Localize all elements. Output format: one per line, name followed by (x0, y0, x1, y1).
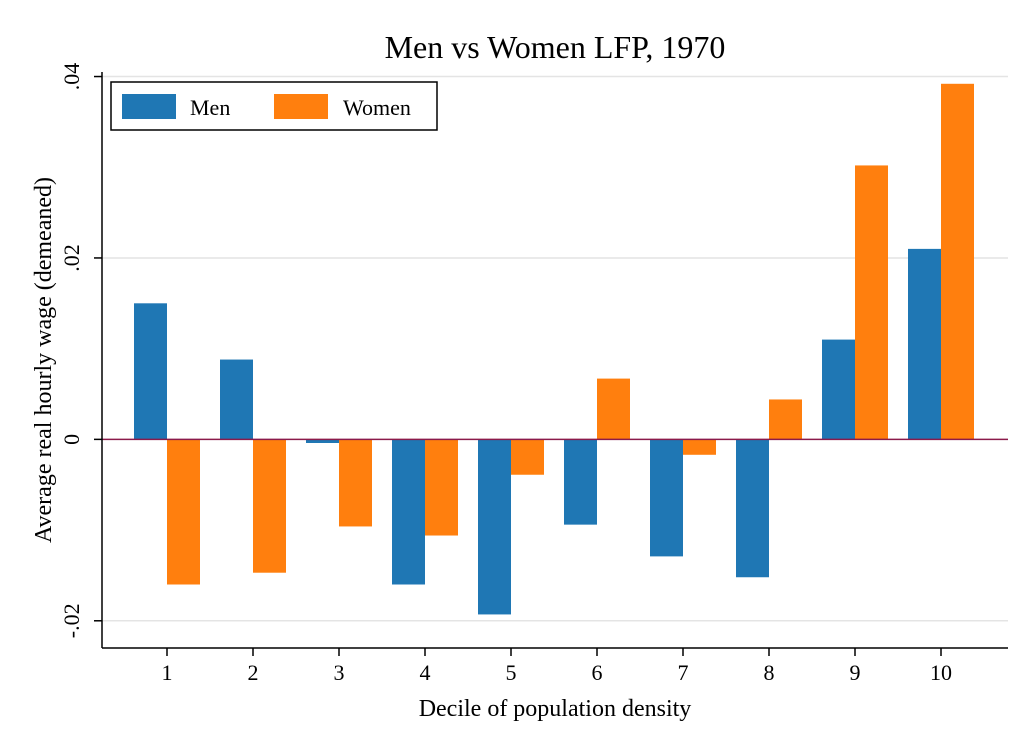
bar-men-7 (650, 439, 683, 557)
x-tick-label: 10 (930, 660, 952, 685)
bar-women-10 (941, 83, 974, 440)
legend-swatch-men (122, 94, 176, 119)
bar-men-4 (392, 439, 425, 585)
bar-men-2 (220, 359, 253, 440)
x-tick-label: 7 (678, 660, 689, 685)
bar-men-9 (822, 339, 855, 440)
x-tick-label: 2 (248, 660, 259, 685)
x-tick-label: 4 (420, 660, 431, 685)
bar-men-10 (908, 248, 941, 440)
x-tick-label: 5 (506, 660, 517, 685)
bar-men-1 (134, 303, 167, 440)
x-tick-label: 1 (162, 660, 173, 685)
bar-men-6 (564, 439, 597, 525)
bar-women-9 (855, 165, 888, 440)
x-tick-label: 6 (592, 660, 603, 685)
bar-women-4 (425, 439, 458, 536)
legend-swatch-women (274, 94, 328, 119)
x-tick-label: 9 (850, 660, 861, 685)
bar-women-6 (597, 378, 630, 440)
legend-label-men: Men (190, 95, 230, 120)
y-tick-label: .02 (59, 244, 84, 272)
bar-women-1 (167, 439, 200, 585)
bar-women-2 (253, 439, 286, 573)
bar-men-5 (478, 439, 511, 615)
x-tick-label: 8 (764, 660, 775, 685)
bar-men-8 (736, 439, 769, 578)
bar-women-8 (769, 399, 802, 440)
legend: Men Women (110, 81, 438, 131)
bar-women-3 (339, 439, 372, 527)
bar-men-3 (306, 439, 339, 443)
y-tick-label: -.02 (59, 603, 84, 638)
y-axis-label: Average real hourly wage (demeaned) (31, 177, 57, 543)
bar-women-7 (683, 439, 716, 455)
chart-title: Men vs Women LFP, 1970 (385, 29, 726, 65)
y-tick-label: .04 (59, 63, 84, 91)
bar-women-5 (511, 439, 544, 475)
x-tick-label: 3 (334, 660, 345, 685)
x-axis-label: Decile of population density (419, 696, 692, 722)
legend-label-women: Women (343, 95, 411, 120)
bars (102, 83, 1008, 615)
tick-labels: -.02 0 .02 .04 1 2 3 4 5 6 7 8 9 10 (59, 63, 952, 685)
y-tick-label: 0 (59, 434, 84, 445)
